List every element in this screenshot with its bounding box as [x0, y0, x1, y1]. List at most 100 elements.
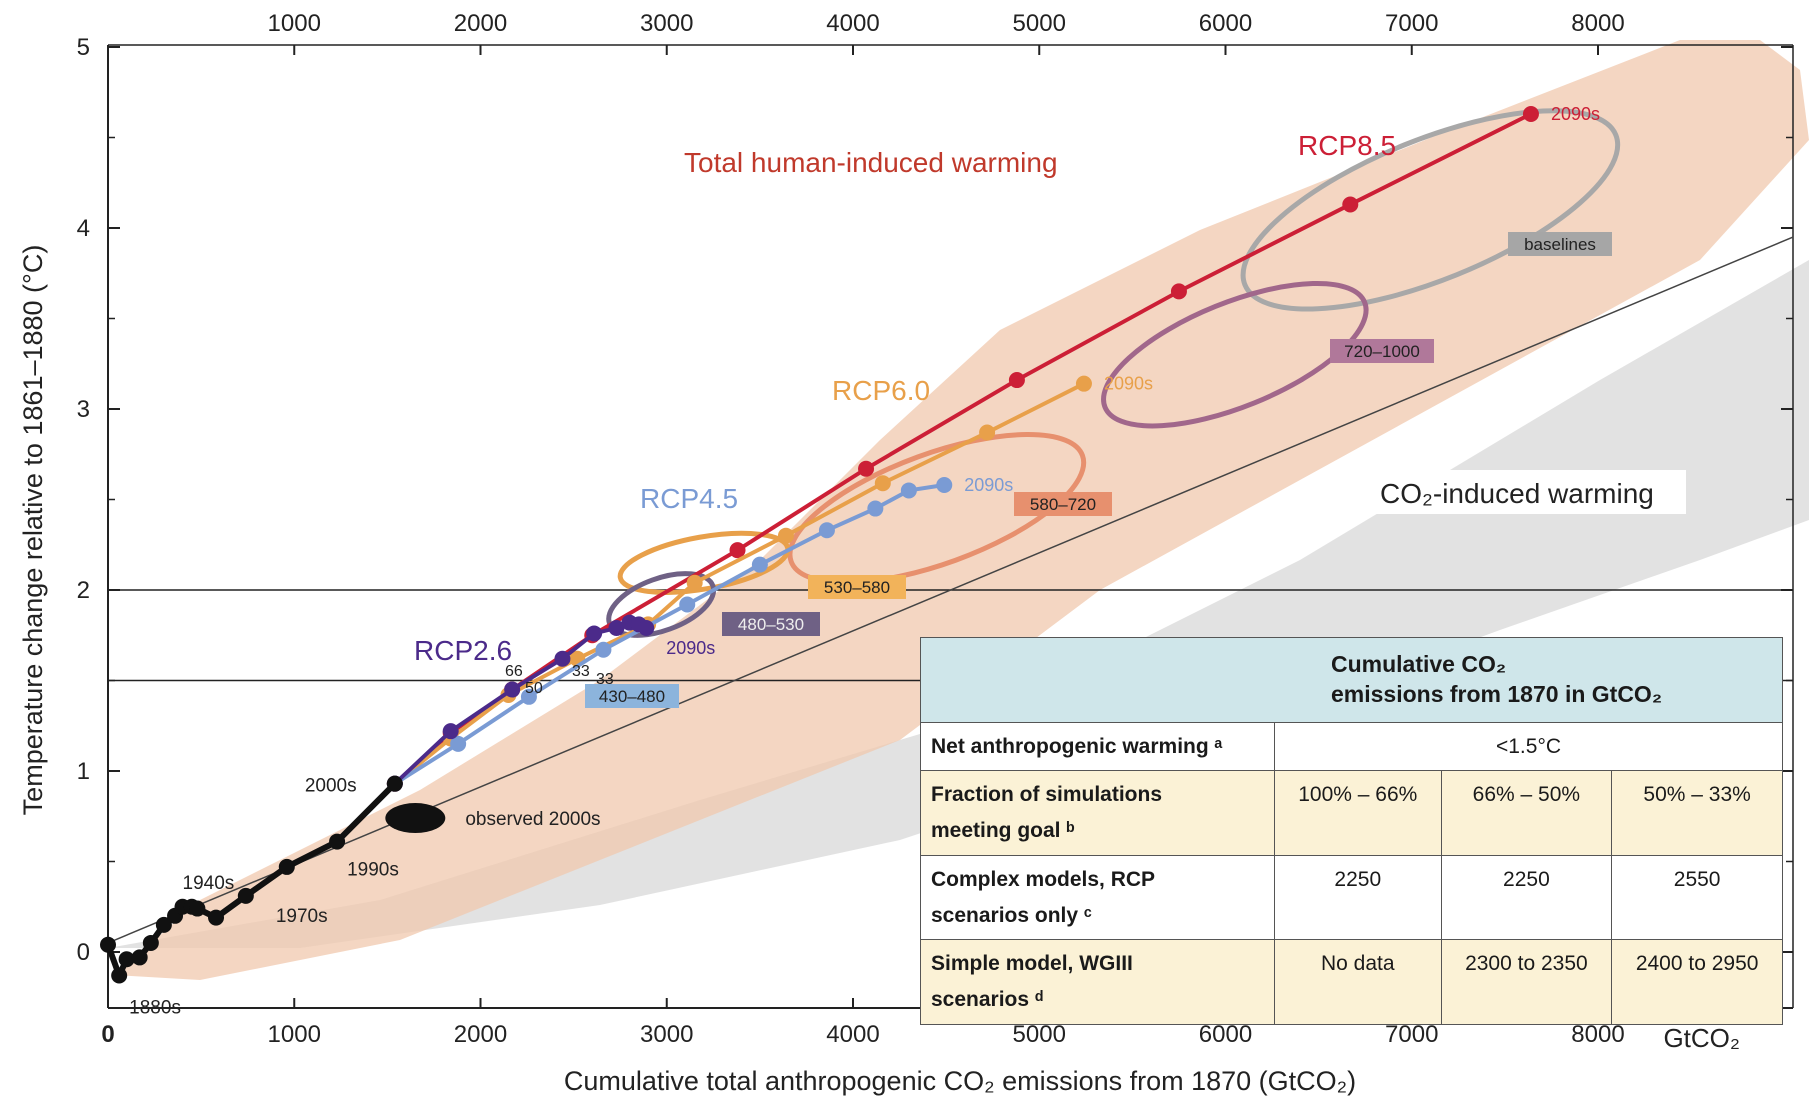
scenario-bin-ellipse	[1240, 108, 1621, 312]
table-cell: 2300 to 2350	[1440, 939, 1613, 1025]
x-tick-label: 4000	[826, 1021, 879, 1048]
historical-point	[118, 951, 135, 968]
y-axis-title: Temperature change relative to 1861–1880…	[18, 245, 48, 816]
series-point	[520, 688, 537, 705]
table-cell: 2400 to 2950	[1611, 939, 1783, 1025]
series-point	[450, 735, 467, 752]
historical-point	[155, 916, 172, 933]
series-point	[504, 681, 521, 698]
series-point	[1008, 372, 1025, 389]
bin-label-box	[722, 612, 820, 636]
percent-label: 66	[505, 663, 523, 680]
historical-point	[142, 934, 159, 951]
historical-point	[278, 858, 295, 875]
x-tick-label: 3000	[640, 1021, 693, 1048]
x-tick-label: 2000	[454, 1021, 507, 1048]
top-x-tick-label: 8000	[1571, 10, 1624, 37]
series-point	[1075, 375, 1092, 392]
bin-label-box	[1330, 339, 1434, 363]
series-name-label: RCP6.0	[832, 375, 930, 406]
region-label-bg	[1372, 470, 1686, 514]
series-point	[595, 641, 612, 658]
table-cell: 100% – 66%	[1274, 770, 1442, 856]
series-point	[979, 424, 996, 441]
series-point	[900, 482, 917, 499]
series-line-rcp6-0	[393, 381, 1085, 786]
x-tick-label: 7000	[1385, 1021, 1438, 1048]
series-point	[686, 574, 703, 591]
y-tick-label: 2	[77, 577, 90, 604]
series-name-label: RCP2.6	[414, 635, 512, 666]
historical-label: 1880s	[129, 998, 181, 1019]
series-end-label: 2090s	[1551, 104, 1600, 124]
series-line-rcp4-5	[393, 483, 945, 786]
y-tick-label: 1	[77, 758, 90, 785]
table-cell: 66% – 50%	[1440, 770, 1613, 856]
top-x-tick-label: 7000	[1385, 10, 1438, 37]
series-point	[729, 542, 746, 559]
bin-label: 480–530	[738, 615, 804, 634]
series-point	[777, 527, 794, 544]
table-cell: 50% – 33%	[1611, 770, 1783, 856]
historical-point	[100, 936, 116, 953]
label-line: Fraction of simulations	[931, 783, 1163, 807]
historical-point	[111, 967, 128, 984]
series-point	[874, 475, 891, 492]
table-cell: No data	[1274, 939, 1442, 1025]
historical-label: 2000s	[305, 776, 357, 797]
historical-label: 1940s	[183, 873, 235, 894]
percent-label: 33	[596, 671, 614, 688]
y-tick-label: 3	[77, 396, 90, 423]
x-tick-label: 1000	[268, 1021, 321, 1048]
historical-point	[237, 887, 254, 904]
series-point	[608, 620, 625, 637]
series-point	[1522, 105, 1539, 122]
top-x-tick-label: 2000	[454, 10, 507, 37]
series-layer	[100, 105, 1621, 984]
historical-point	[386, 775, 403, 792]
bin-label: baselines	[1524, 235, 1596, 254]
bin-label-box	[585, 684, 679, 708]
table-header: Cumulative CO₂ emissions from 1870 in Gt…	[920, 637, 1783, 723]
series-point	[638, 620, 655, 637]
series-point	[936, 477, 953, 494]
bin-label-box	[808, 575, 906, 599]
table-cell: 2250	[1440, 854, 1613, 941]
observed-label: observed 2000s	[465, 809, 600, 830]
table-header-line2: emissions from 1870 in GtCO₂	[1331, 680, 1663, 707]
bin-label-box	[1508, 232, 1612, 256]
top-x-tick-label: 3000	[640, 10, 693, 37]
bin-label: 720–1000	[1344, 342, 1420, 361]
series-name-label: RCP8.5	[1298, 130, 1396, 161]
bin-label: 530–580	[824, 578, 890, 597]
bin-label: 580–720	[1030, 495, 1096, 514]
labels-layer: 1880s 1940s 1970s 1990s 2000s observed 2000s R…	[129, 104, 1686, 1019]
x-tick-label: 6000	[1199, 1021, 1252, 1048]
historical-label: 1970s	[276, 906, 328, 927]
label-line: scenarios only ᶜ	[931, 903, 1092, 927]
total-warming-plume	[115, 40, 1809, 980]
percent-label: 50	[525, 680, 543, 697]
bin-label: 430–480	[599, 687, 665, 706]
table-cell: 2550	[1611, 854, 1783, 941]
emissions-table: Cumulative CO₂ emissions from 1870 in Gt…	[920, 637, 1783, 1025]
historical-point	[131, 949, 148, 966]
region-label-total: Total human-induced warming	[684, 147, 1058, 178]
series-end-label: 2090s	[666, 638, 715, 658]
series-point	[1342, 196, 1359, 213]
series-point	[867, 500, 884, 517]
x-axis-title: Cumulative total anthropogenic CO₂ emiss…	[564, 1066, 1356, 1096]
bin-label-box	[1014, 492, 1112, 516]
scenario-bin-ellipse	[1101, 280, 1369, 429]
top-x-tick-label: 6000	[1199, 10, 1252, 37]
top-x-tick-label: 1000	[268, 10, 321, 37]
x-unit-label: GtCO₂	[1663, 1023, 1740, 1053]
y-tick-label: 5	[77, 34, 90, 61]
series-point	[858, 460, 875, 477]
table-row-label: Simple model, WGIII scenarios ᵈ	[920, 939, 1275, 1025]
table-cell: <1.5°C	[1274, 721, 1783, 772]
historical-label: 1990s	[347, 860, 399, 881]
